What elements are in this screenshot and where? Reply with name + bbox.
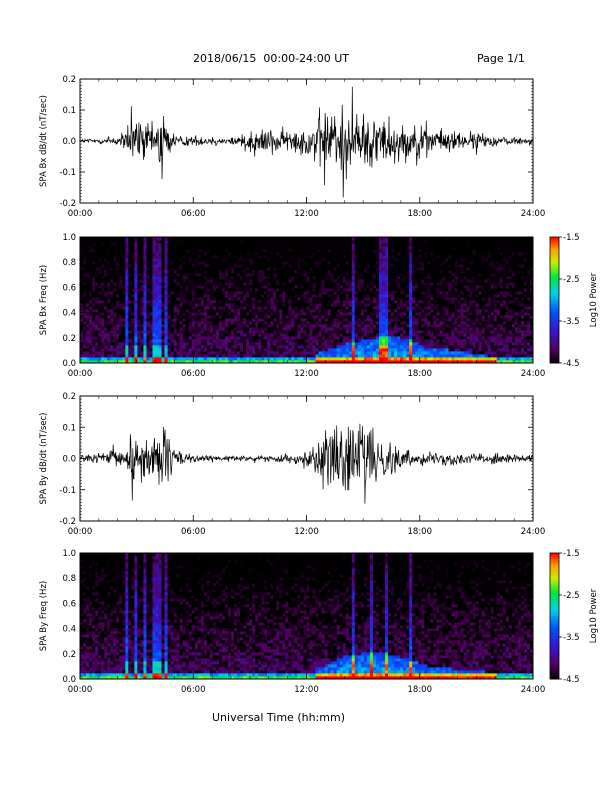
y-tick-label: 0.2 — [62, 75, 76, 85]
x-tick-label: 00:00 — [68, 685, 93, 695]
colorbar-tick-label: -2.5 — [563, 275, 580, 285]
x-tick-label: 24:00 — [521, 209, 546, 219]
x-tick-label: 06:00 — [181, 209, 206, 219]
x-axis-label: Universal Time (hh:mm) — [212, 711, 345, 724]
colorbar-tick-label: -1.5 — [563, 233, 580, 243]
y-tick-label: 0.2 — [62, 334, 76, 344]
y-tick-label: 0.4 — [62, 309, 76, 319]
y-tick-label: 0.0 — [62, 455, 76, 465]
x-tick-label: 00:00 — [68, 209, 93, 219]
x-tick-label: 18:00 — [408, 527, 433, 537]
y-tick-label: 0.1 — [62, 106, 76, 116]
x-tick-label: 12:00 — [294, 685, 319, 695]
page-number: Page 1/1 — [477, 52, 525, 65]
y-tick-label: 0.1 — [62, 423, 76, 433]
y-tick-label: 1.0 — [62, 233, 76, 243]
x-tick-label: 18:00 — [408, 369, 433, 379]
colorbar-label: Log10 Power — [589, 588, 599, 643]
y-tick-label: -0.2 — [59, 517, 76, 527]
y-tick-label: 0.0 — [62, 675, 76, 685]
colorbar-tick-label: -2.5 — [563, 591, 580, 601]
x-tick-label: 24:00 — [521, 685, 546, 695]
y-tick-label: 0.6 — [62, 599, 76, 609]
y-tick-label: -0.1 — [59, 486, 76, 496]
spectrogram-cells — [80, 237, 534, 364]
colorbar-frame — [549, 552, 560, 680]
colorbar-frame — [549, 236, 560, 364]
x-tick-label: 24:00 — [521, 369, 546, 379]
waveform-series — [79, 423, 534, 504]
x-tick-label: 18:00 — [408, 209, 433, 219]
y-tick-label: 0.4 — [62, 625, 76, 635]
y-tick-label: 0.0 — [62, 359, 76, 369]
page-title: 2018/06/15 00:00-24:00 UT — [193, 52, 350, 65]
x-tick-label: 06:00 — [181, 685, 206, 695]
y-tick-label: 0.8 — [62, 258, 76, 268]
x-tick-label: 12:00 — [294, 527, 319, 537]
y-tick-label: 0.6 — [62, 283, 76, 293]
x-tick-label: 24:00 — [521, 527, 546, 537]
x-tick-label: 06:00 — [181, 369, 206, 379]
x-tick-label: 12:00 — [294, 209, 319, 219]
x-tick-label: 12:00 — [294, 369, 319, 379]
y-tick-label: 1.0 — [62, 549, 76, 559]
y-axis-label: SPA By dB/dt (nT/sec) — [39, 413, 49, 505]
x-tick-label: 00:00 — [68, 369, 93, 379]
colorbar-tick-label: -4.5 — [563, 359, 580, 369]
x-tick-label: 00:00 — [68, 527, 93, 537]
y-tick-label: 0.0 — [62, 137, 76, 147]
y-tick-label: -0.2 — [59, 199, 76, 209]
colorbar-tick-label: -4.5 — [563, 675, 580, 685]
y-axis-label: SPA Bx Freq (Hz) — [39, 265, 49, 335]
y-tick-label: -0.1 — [59, 168, 76, 178]
colorbar-tick-label: -3.5 — [563, 317, 580, 327]
colorbar-tick-label: -3.5 — [563, 633, 580, 643]
colorbar — [550, 553, 559, 680]
spectrogram-cells — [80, 553, 534, 680]
waveform-series — [79, 86, 534, 198]
y-tick-label: 0.2 — [62, 650, 76, 660]
colorbar-tick-label: -1.5 — [563, 549, 580, 559]
y-axis-label: SPA Bx dB/dt (nT/sec) — [39, 95, 49, 187]
y-tick-label: 0.2 — [62, 392, 76, 402]
y-axis-label: SPA By Freq (Hz) — [39, 581, 49, 651]
x-tick-label: 06:00 — [181, 527, 206, 537]
x-tick-label: 18:00 — [408, 685, 433, 695]
y-tick-label: 0.8 — [62, 574, 76, 584]
colorbar-label: Log10 Power — [589, 272, 599, 327]
colorbar — [550, 237, 559, 364]
